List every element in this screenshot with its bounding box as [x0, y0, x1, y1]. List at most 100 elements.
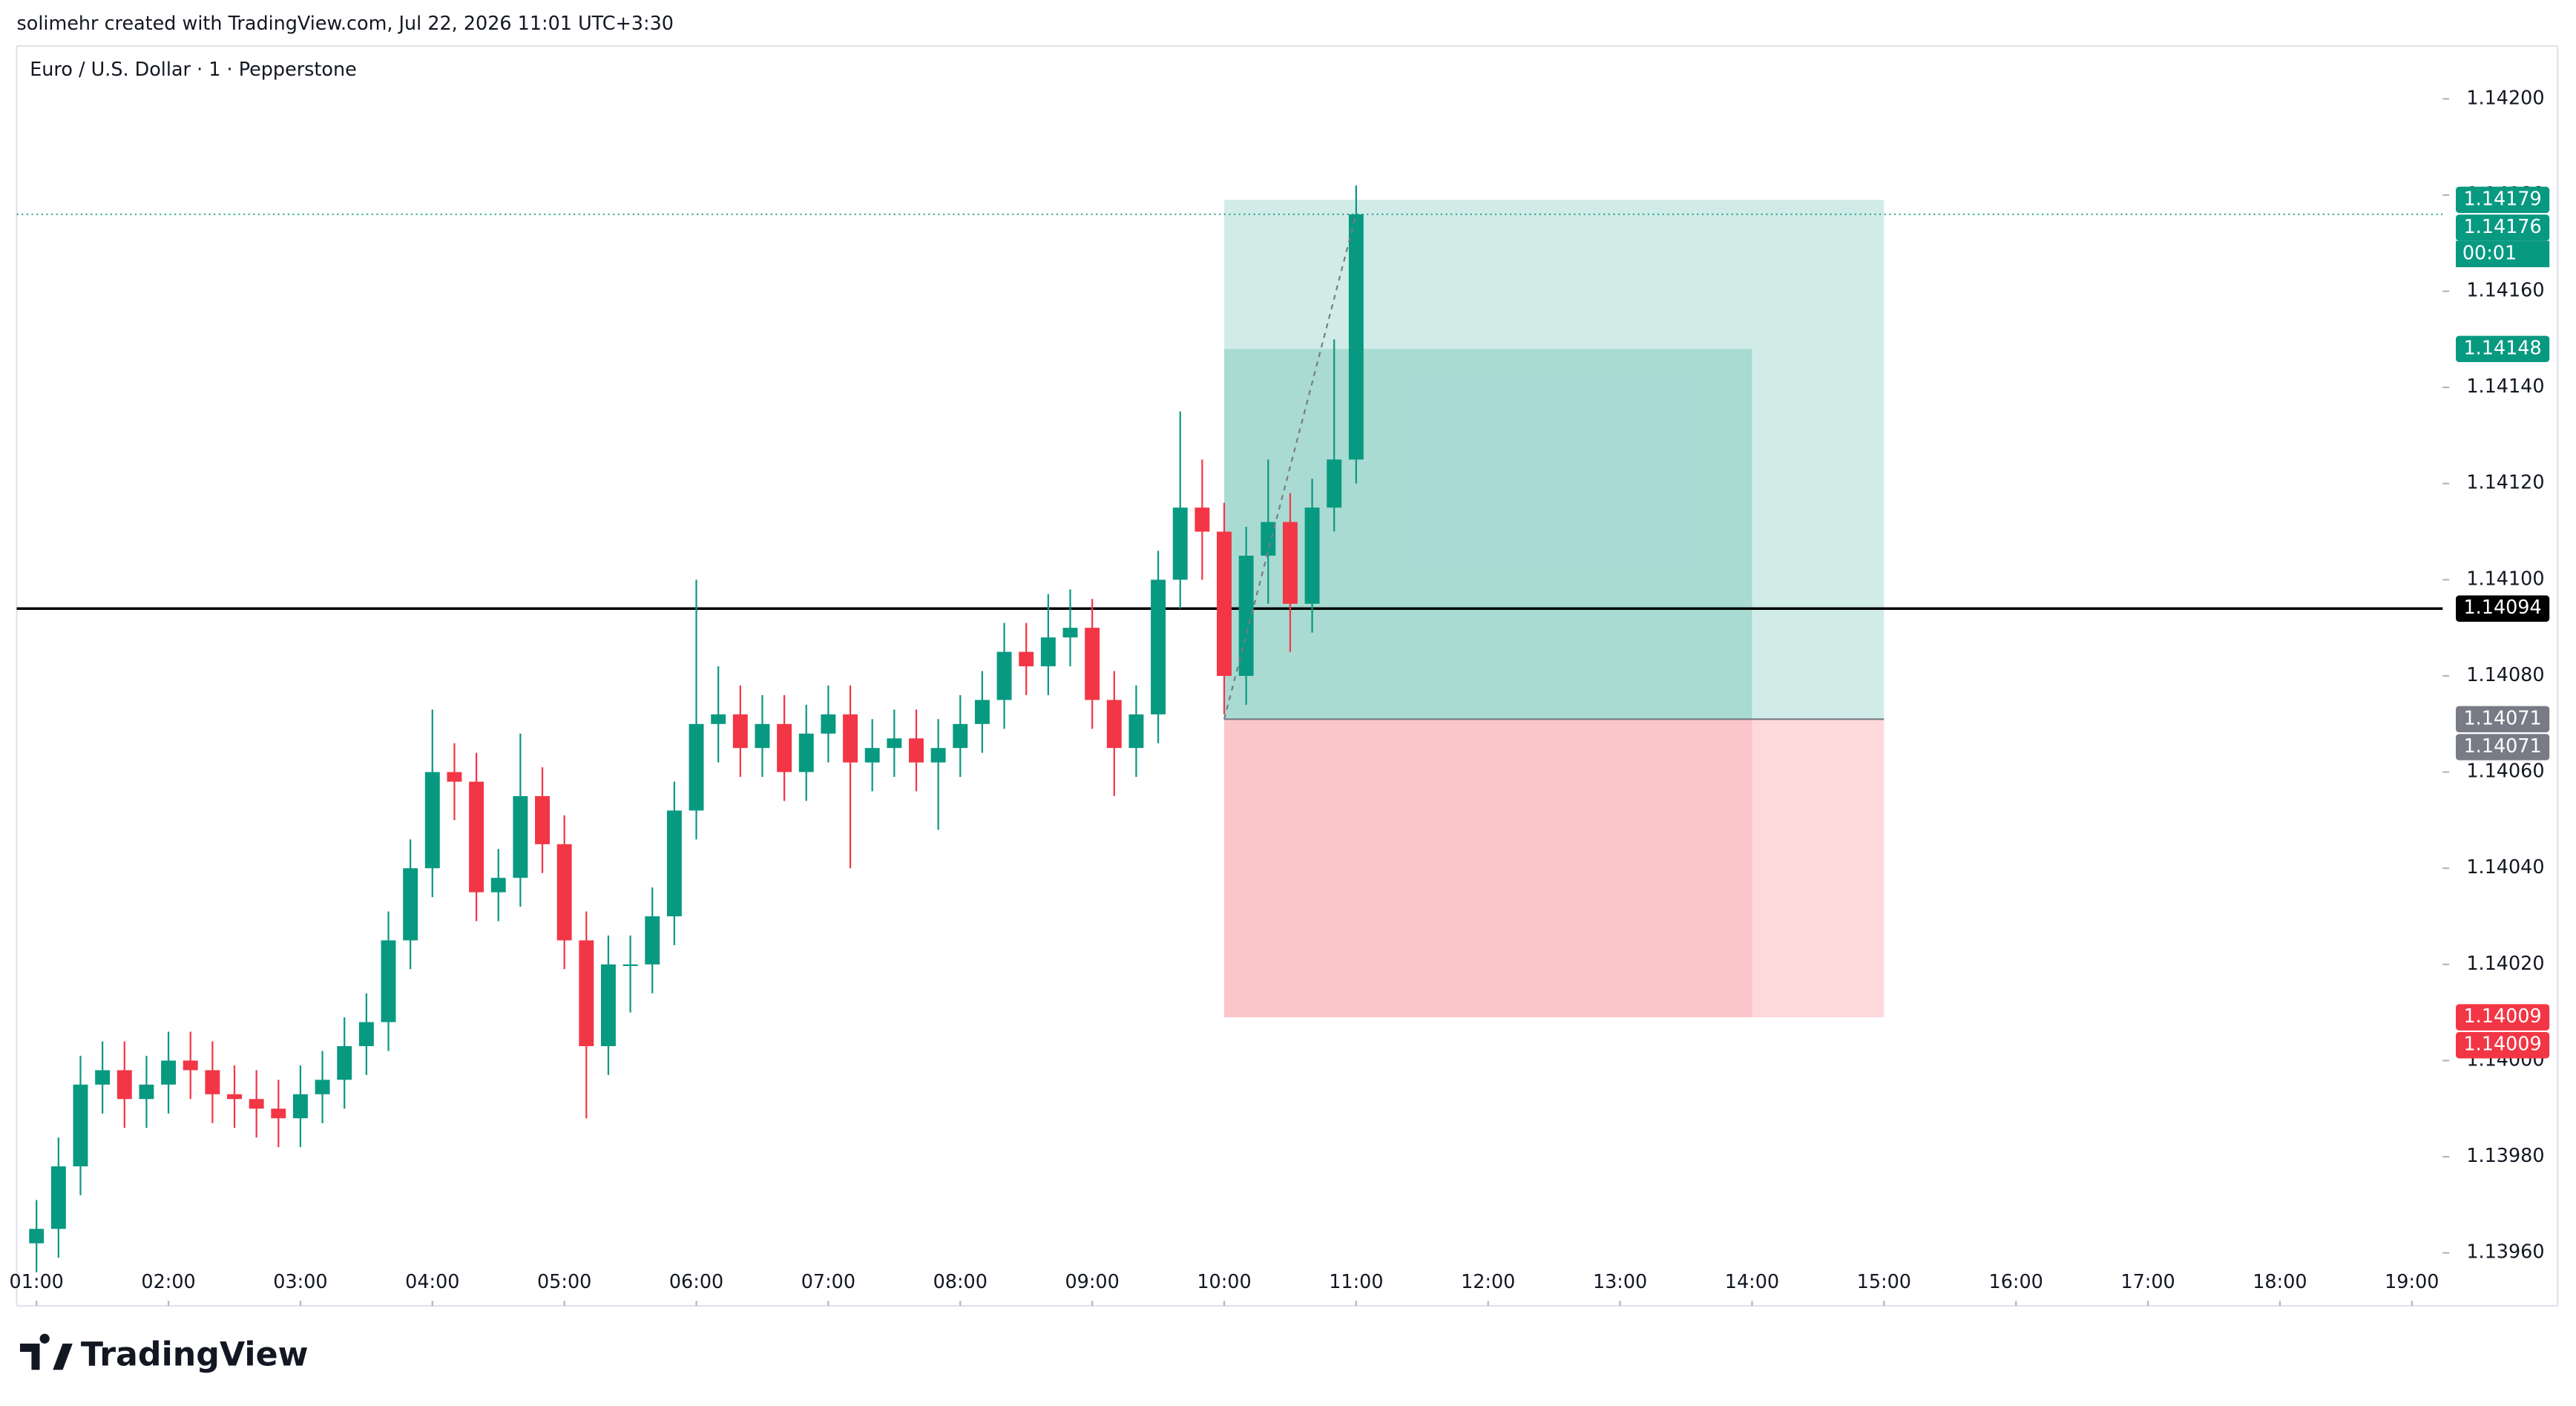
loss-zone-inner — [1223, 719, 1752, 1018]
candle-body — [1040, 637, 1056, 667]
plot-area: 1.139601.139801.140001.140201.140401.140… — [10, 87, 2550, 1306]
price-label: 1.14071 — [2463, 735, 2541, 758]
candle-body — [513, 795, 528, 878]
candle-body — [864, 748, 880, 763]
candle-body — [205, 1070, 220, 1094]
x-tick-label: 06:00 — [669, 1271, 723, 1293]
logo-text: TradingView — [81, 1336, 309, 1374]
price-label-box — [2456, 1004, 2550, 1031]
candle-body — [116, 1070, 132, 1100]
price-label: 1.14179 — [2463, 188, 2541, 210]
candle-body — [556, 844, 572, 941]
x-tick-label: 11:00 — [1329, 1271, 1383, 1293]
price-label-box — [2456, 1032, 2550, 1059]
y-tick-label: 1.14060 — [2466, 761, 2544, 783]
loss-zone — [1223, 719, 1885, 1018]
candle-body — [930, 748, 946, 763]
candle-body — [1261, 522, 1276, 556]
candle-body — [777, 723, 792, 772]
candle-body — [909, 738, 924, 763]
price-label: 1.14071 — [2463, 707, 2541, 729]
x-tick-label: 07:00 — [801, 1271, 855, 1293]
price-label: 1.14094 — [2463, 597, 2541, 619]
candle-body — [843, 714, 858, 763]
x-tick-label: 18:00 — [2253, 1271, 2307, 1293]
price-label-box — [2456, 595, 2550, 622]
x-tick-label: 08:00 — [933, 1271, 988, 1293]
y-tick-label: 1.14140 — [2466, 375, 2544, 398]
x-tick-label: 03:00 — [273, 1271, 327, 1293]
candle-body — [622, 964, 638, 967]
x-tick-label: 01:00 — [10, 1271, 64, 1293]
candle-body — [1128, 714, 1144, 749]
candle-body — [403, 868, 418, 941]
y-tick-label: 1.13960 — [2466, 1241, 2544, 1264]
x-tick-label: 12:00 — [1461, 1271, 1515, 1293]
candle-body — [1195, 507, 1210, 532]
candle-body — [50, 1166, 66, 1229]
price-label: 1.14176 — [2463, 216, 2541, 238]
y-tick-label: 1.14040 — [2466, 856, 2544, 878]
candle-body — [249, 1099, 264, 1109]
candle-body — [271, 1108, 286, 1119]
price-labels: 1.14179 1.14176 00:01 1.14148 1.14094 1.14071… — [2456, 186, 2550, 1059]
candle-body — [227, 1094, 242, 1100]
candle-body — [1327, 459, 1342, 508]
candle-body — [358, 1022, 374, 1046]
candle-body — [887, 738, 902, 749]
candle-body — [798, 733, 814, 772]
candle-body — [1106, 700, 1122, 749]
candle-body — [755, 723, 770, 749]
candle-body — [535, 795, 550, 844]
candle-body — [953, 723, 968, 749]
candle-body — [1019, 651, 1034, 667]
x-tick-label: 15:00 — [1857, 1271, 1911, 1293]
x-tick-label: 09:00 — [1065, 1271, 1119, 1293]
header-text: solimehr created with TradingView.com, J… — [17, 13, 674, 35]
countdown-box — [2456, 240, 2550, 268]
position-path — [1223, 214, 1357, 720]
candle-body — [315, 1080, 330, 1094]
candle-body — [337, 1045, 352, 1080]
x-tick-label: 05:00 — [537, 1271, 591, 1293]
price-label-box — [2456, 335, 2550, 362]
price-label-box — [2456, 214, 2550, 241]
logo: TradingView — [19, 1333, 309, 1374]
price-label: 1.14009 — [2463, 1034, 2541, 1056]
candle-body — [490, 878, 506, 893]
candle-body — [1282, 522, 1298, 604]
candle-body — [579, 940, 594, 1046]
y-tick-label: 1.14020 — [2466, 953, 2544, 975]
candle-body — [469, 781, 484, 893]
candle-body — [292, 1094, 308, 1119]
candle-body — [1062, 628, 1078, 638]
candle-body — [95, 1070, 111, 1085]
candle-body — [1172, 507, 1188, 580]
y-tick-label: 1.13980 — [2466, 1145, 2544, 1167]
x-tick-label: 19:00 — [2385, 1271, 2439, 1293]
countdown: 00:01 — [2462, 242, 2517, 264]
candle-body — [1151, 579, 1166, 715]
y-tick-label: 1.14100 — [2466, 568, 2544, 590]
candle-body — [161, 1060, 177, 1085]
x-tick-label: 02:00 — [141, 1271, 195, 1293]
price-label: 1.14148 — [2463, 337, 2541, 359]
x-tick-label: 16:00 — [1989, 1271, 2043, 1293]
candle-body — [1348, 214, 1364, 460]
candle-body — [447, 772, 462, 782]
price-label: 1.14009 — [2463, 1005, 2541, 1028]
candle-body — [73, 1084, 88, 1167]
candle-body — [29, 1229, 45, 1244]
candle-body — [139, 1084, 154, 1100]
x-tick-label: 13:00 — [1593, 1271, 1647, 1293]
candle-body — [711, 714, 726, 724]
y-tick-label: 1.14080 — [2466, 664, 2544, 686]
y-tick-label: 1.14160 — [2466, 280, 2544, 302]
candle-body — [424, 772, 440, 869]
profit-zone-inner — [1223, 349, 1752, 720]
x-tick-label: 04:00 — [405, 1271, 459, 1293]
x-tick-label: 14:00 — [1725, 1271, 1779, 1293]
candle-body — [996, 651, 1012, 700]
